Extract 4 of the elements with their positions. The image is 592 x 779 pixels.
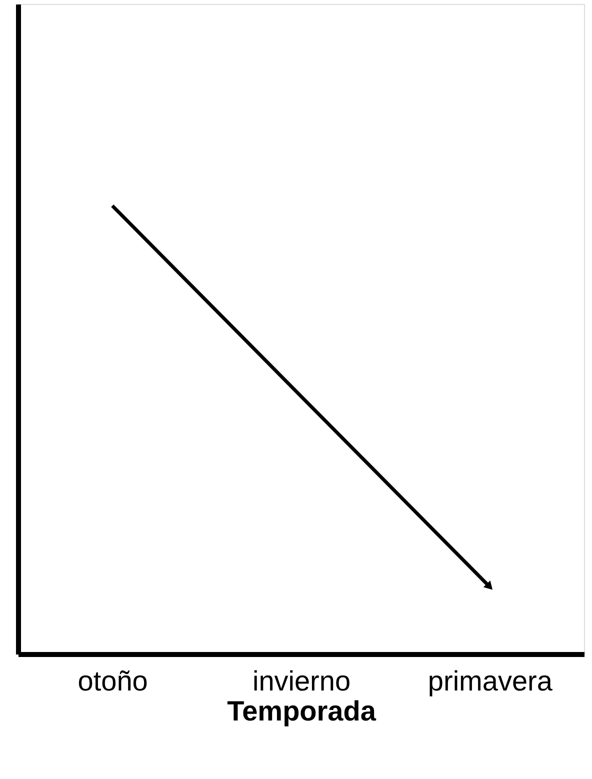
x-tick-label: otoño	[78, 666, 148, 696]
x-tick-label: invierno	[252, 666, 351, 696]
x-axis-title: Temporada	[227, 696, 376, 726]
x-tick-label: primavera	[428, 666, 553, 696]
